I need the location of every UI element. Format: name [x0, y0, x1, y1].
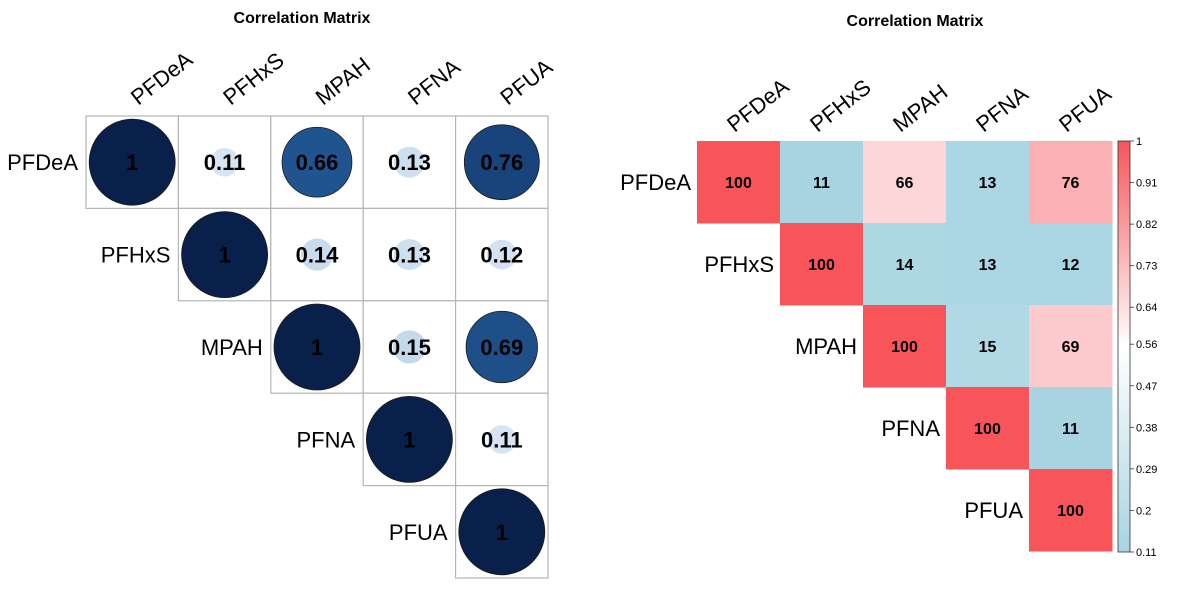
- colorbar-tick-label: 0.2: [1136, 505, 1151, 517]
- left-correlation-circle: [465, 310, 538, 384]
- right-col-label: MPAH: [888, 79, 952, 137]
- right-col-label: PFNA: [971, 81, 1033, 137]
- left-correlation-circle: [393, 146, 425, 178]
- tile-correlation-chart: Correlation Matrix PFDeA PFDeA 100 11 66 13 76…: [620, 13, 1157, 559]
- right-heatmap-tile: [946, 223, 1030, 306]
- right-col-label: PFHxS: [805, 74, 875, 137]
- left-cell-value: 0.11: [481, 427, 523, 452]
- left-cell-value: 0.69: [480, 335, 523, 360]
- left-row-label: PFDeA: [7, 150, 78, 175]
- left-matrix-cell: [362, 207, 457, 302]
- right-heatmap-tile: [1029, 223, 1113, 306]
- right-heatmap-tile: [946, 305, 1030, 388]
- colorbar-tick-label: 0.91: [1136, 178, 1157, 190]
- right-heatmap-tile: [1029, 141, 1113, 224]
- left-cell-value: 1: [218, 243, 230, 268]
- right-col-label: PFUA: [1054, 81, 1116, 137]
- right-chart-title: Correlation Matrix: [847, 13, 984, 30]
- right-heatmap-tile: [946, 387, 1030, 470]
- right-heatmap-tile: [1029, 469, 1113, 552]
- right-row-label: PFDeA: [620, 170, 691, 195]
- left-correlation-circle: [300, 238, 334, 271]
- right-tile-value: 12: [1062, 257, 1080, 274]
- right-heatmap-tile: [697, 141, 781, 224]
- left-col-label: PFHxS: [218, 47, 288, 110]
- right-tile-value: 14: [896, 257, 914, 274]
- right-tile-value: 100: [974, 421, 1001, 438]
- left-cell-value: 1: [496, 520, 508, 545]
- colorbar-tick-label: 0.64: [1136, 302, 1157, 314]
- left-col-label: PFNA: [403, 54, 465, 110]
- left-cell-value: 0.11: [204, 150, 246, 175]
- right-heatmap-tile: [946, 141, 1030, 224]
- left-cell-value: 0.76: [480, 150, 523, 175]
- right-heatmap-tile: [1029, 387, 1113, 470]
- left-correlation-circle: [88, 118, 176, 206]
- left-row-label: PFNA: [297, 427, 356, 452]
- left-cell-value: 0.12: [480, 243, 523, 268]
- right-tile-value: 100: [1057, 503, 1084, 520]
- right-heatmap-tile: [780, 141, 864, 224]
- right-row-label: PFNA: [881, 416, 940, 441]
- right-heatmap-tile: [780, 223, 864, 306]
- left-row-label: PFUA: [389, 520, 448, 545]
- colorbar: [1117, 140, 1131, 553]
- left-correlation-circle: [365, 395, 453, 483]
- right-heatmap-tile: [1029, 305, 1113, 388]
- left-chart-title: Correlation Matrix: [234, 10, 371, 27]
- left-correlation-circle: [487, 425, 517, 454]
- right-tile-value: 69: [1062, 339, 1080, 356]
- colorbar-tick-label: 0.38: [1136, 422, 1157, 434]
- left-correlation-circle: [392, 330, 427, 364]
- left-correlation-circle: [393, 239, 425, 271]
- right-row-label: PFUA: [964, 498, 1023, 523]
- colorbar-tick-label: 0.56: [1136, 339, 1157, 351]
- colorbar-tick-label: 0.11: [1136, 547, 1157, 559]
- left-correlation-circle: [463, 124, 540, 201]
- right-tile-value: 100: [808, 257, 835, 274]
- right-tile-value: 13: [979, 257, 997, 274]
- left-matrix-cell: [362, 115, 457, 210]
- left-correlation-circle: [210, 147, 239, 177]
- left-correlation-circle: [458, 488, 546, 576]
- right-tile-value: 15: [979, 339, 997, 356]
- left-row-label: PFHxS: [101, 243, 171, 268]
- right-tile-value: 11: [1062, 421, 1079, 438]
- left-row-label: MPAH: [201, 335, 263, 360]
- left-cell-value: 0.66: [296, 150, 339, 175]
- colorbar-tick-label: 0.29: [1136, 464, 1157, 476]
- colorbar-tick-label: 1: [1136, 136, 1142, 148]
- right-tile-value: 66: [896, 175, 914, 192]
- right-row-label: PFHxS: [704, 252, 774, 277]
- left-col-label: PFDeA: [126, 46, 198, 110]
- colorbar-tick-label: 0.73: [1136, 261, 1157, 273]
- colorbar-tick-label: 0.47: [1136, 381, 1157, 393]
- left-correlation-circle: [486, 239, 517, 270]
- left-col-label: PFUA: [495, 54, 557, 110]
- right-heatmap-tile: [863, 223, 947, 306]
- left-cell-value: 1: [311, 335, 323, 360]
- left-correlation-circle: [181, 211, 269, 299]
- left-correlation-circle: [281, 126, 353, 198]
- right-heatmap-tile: [863, 141, 947, 224]
- left-cell-value: 1: [126, 150, 138, 175]
- right-col-label: PFDeA: [722, 73, 794, 137]
- left-col-label: MPAH: [311, 52, 375, 110]
- right-tile-value: 11: [813, 175, 830, 192]
- right-tile-value: 76: [1062, 175, 1080, 192]
- right-tile-value: 100: [725, 175, 752, 192]
- left-cell-value: 0.15: [388, 335, 431, 360]
- circle-correlation-chart: Correlation Matrix PFDeA PFDeA 1 0.11 0.66 0.…: [7, 10, 557, 579]
- right-tile-value: 100: [891, 339, 918, 356]
- left-correlation-circle: [273, 303, 361, 391]
- left-cell-value: 0.13: [388, 150, 431, 175]
- left-cell-value: 0.13: [388, 243, 431, 268]
- colorbar-tick-label: 0.82: [1136, 219, 1157, 231]
- left-cell-value: 1: [403, 427, 415, 452]
- right-row-label: MPAH: [795, 334, 857, 359]
- left-cell-value: 0.14: [296, 243, 340, 268]
- right-heatmap-tile: [863, 305, 947, 388]
- right-tile-value: 13: [979, 175, 997, 192]
